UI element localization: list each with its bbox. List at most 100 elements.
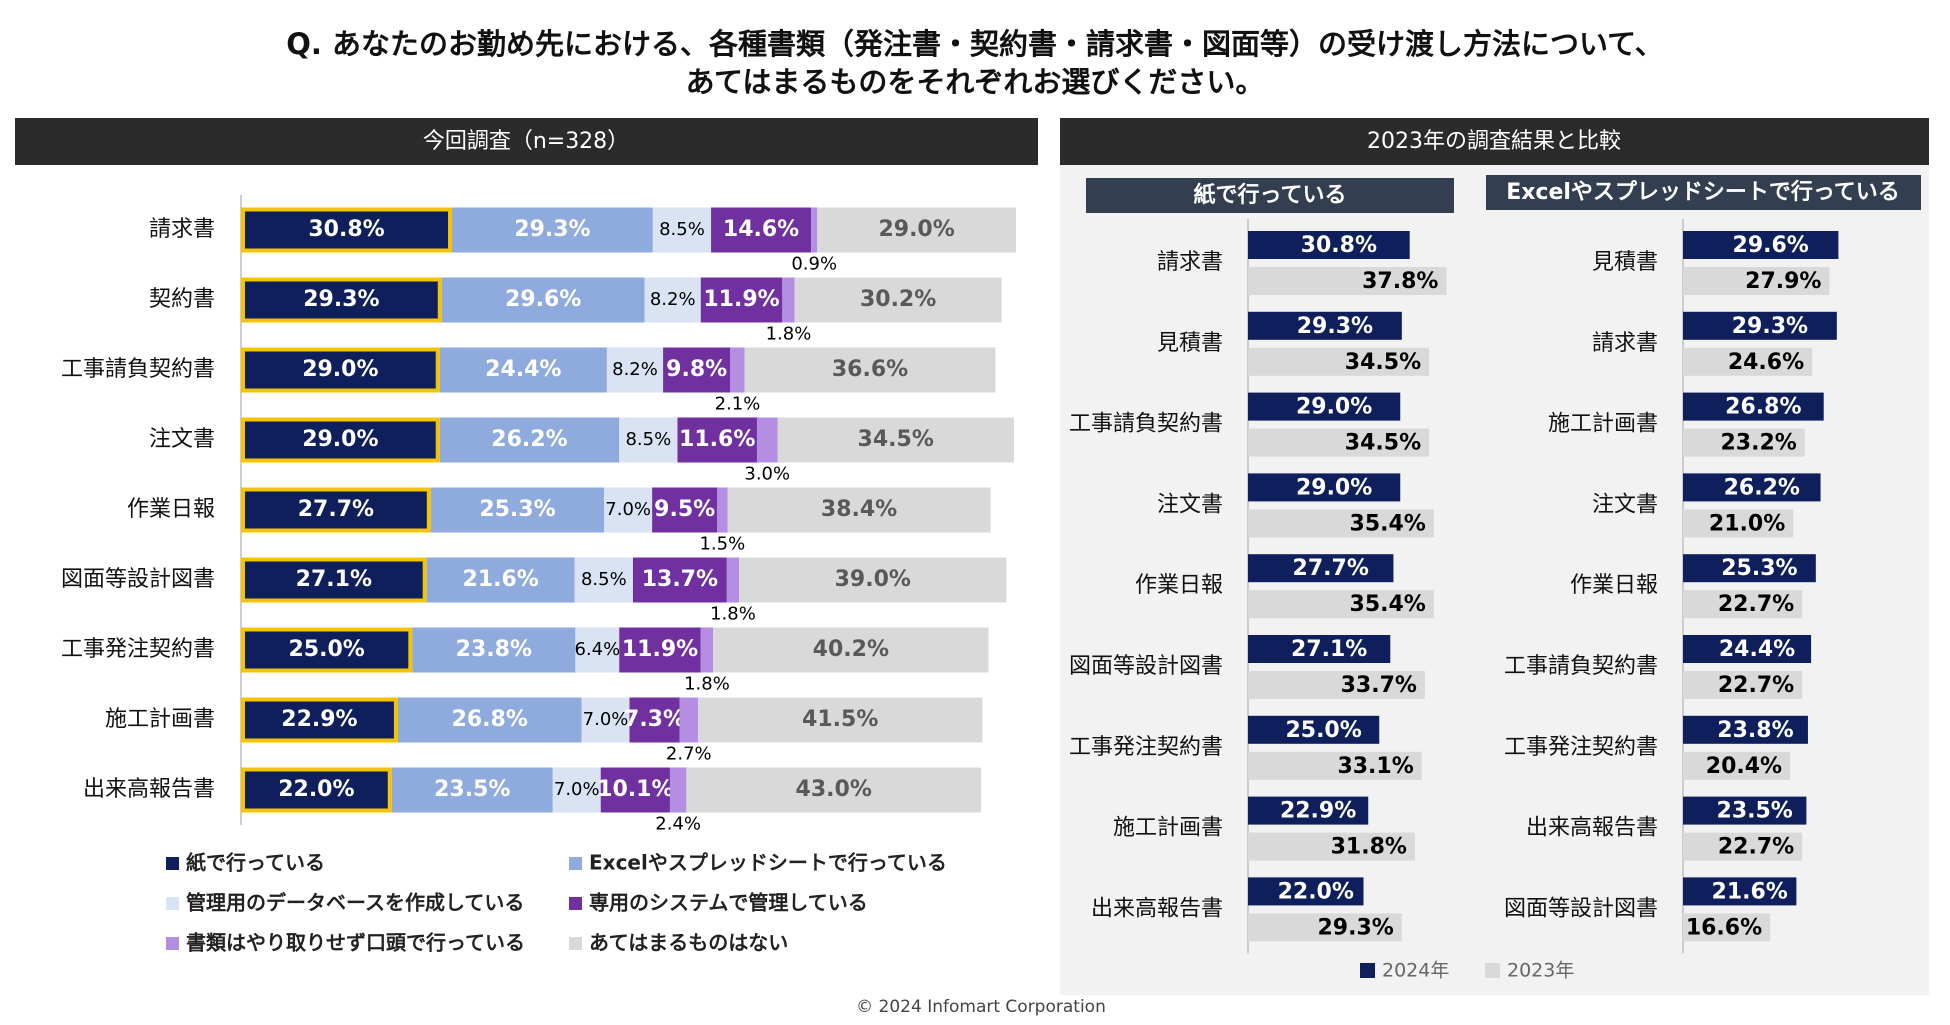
category-label: 請求書 [1157,250,1223,275]
data-label: 7.0% [605,499,651,520]
data-label: 27.1% [296,567,372,592]
bar-segment [241,417,440,463]
category-label: 出来高報告書 [83,777,215,802]
bar-segment [817,207,1016,253]
bar [1248,231,1410,259]
data-label: 9.8% [666,357,727,382]
data-label: 23.2% [1720,431,1796,456]
bar-segment [652,487,718,533]
data-label: 22.7% [1718,673,1794,698]
legend-swatch [569,857,582,870]
category-label: 施工計画書 [1548,412,1658,437]
bar [1248,473,1401,502]
data-label: 11.9% [622,637,698,662]
chart-header [1086,178,1454,213]
legend-label: 書類はやり取りせず口頭で行っている [186,931,525,955]
bar-segment [713,627,989,673]
chart-title: 紙で行っている [1194,182,1347,208]
bar-segment [600,767,670,813]
data-label: 39.0% [835,567,911,592]
bar [1683,913,1771,942]
category-label: 出来高報告書 [1526,816,1658,841]
bar-segment [629,697,680,743]
data-label: 8.5% [659,219,705,240]
data-label: 22.7% [1718,835,1794,860]
bar-segment [756,417,778,463]
category-label: 工事発注契約書 [1069,735,1223,760]
data-label: 9.5% [654,497,715,522]
data-label: 25.3% [479,497,555,522]
data-label: 0.9% [791,254,837,275]
data-label: 11.6% [679,427,755,452]
bar-segment [575,627,620,673]
data-label: 22.7% [1718,592,1794,617]
data-label: 33.7% [1341,673,1417,698]
bar-segment [452,207,653,253]
data-label: 34.5% [1345,350,1421,375]
data-label: 24.4% [1719,637,1795,662]
bar-segment [426,557,575,603]
legend-swatch [1485,963,1500,978]
data-label: 36.6% [832,357,908,382]
data-label: 24.6% [1728,350,1804,375]
data-label: 24.4% [485,357,561,382]
data-label: 14.6% [723,217,799,242]
bar [1248,392,1401,421]
bar [1683,554,1816,583]
data-label: 26.2% [1724,475,1800,500]
bar-segment [604,487,653,533]
data-label: 30.2% [860,287,936,312]
bar [1683,671,1803,699]
legend-label: 紙で行っている [186,851,325,875]
data-label: 7.0% [583,709,629,730]
bar-segment [730,347,745,393]
bar-segment [652,207,712,253]
bar-segment [700,627,714,673]
data-label: 29.0% [1296,395,1372,420]
bar-segment [241,277,442,323]
bar-segment [241,627,413,673]
legend-swatch [166,857,179,870]
data-label: 7.0% [554,779,600,800]
category-label: 工事発注契約書 [1504,735,1658,760]
category-label: 注文書 [1157,492,1223,517]
bar [1683,832,1803,861]
data-label: 27.7% [1293,556,1369,581]
data-label: 1.8% [710,604,756,625]
category-label: 工事請負契約書 [1069,412,1223,437]
bar-segment [717,487,728,533]
data-label: 35.4% [1350,511,1426,536]
data-label: 37.8% [1362,269,1438,294]
panel-header [15,118,1038,165]
data-label: 1.5% [699,534,745,555]
data-label: 3.0% [744,464,790,485]
bar-segment [439,347,607,393]
category-label: 図面等設計図書 [61,567,215,592]
category-label: 工事請負契約書 [1504,654,1658,679]
bar-segment [552,767,601,813]
bar [1248,509,1434,538]
bar [1248,590,1434,619]
legend-label: 2023年 [1507,960,1574,982]
bar [1248,796,1369,825]
bar-segment [700,277,783,323]
data-label: 23.8% [456,637,532,662]
legend-swatch [569,937,582,950]
bar [1248,913,1402,942]
category-label: 見積書 [1592,250,1658,275]
bar [1683,311,1837,340]
bar [1683,267,1830,295]
bar-segment [412,627,576,673]
bar-segment [241,557,427,603]
copyright: © 2024 Infomart Corporation [856,997,1106,1017]
bar-segment [677,417,757,463]
bar [1248,428,1430,457]
data-label: 29.3% [1732,314,1808,339]
data-label: 41.5% [802,707,878,732]
chart-title: 今回調査（n=328） [423,129,629,154]
legend-swatch [1360,963,1375,978]
category-label: 注文書 [149,427,215,452]
bar-segment [391,767,553,813]
page-title: Q. あなたのお勤め先における、各種書類（発注書・契約書・請求書・図面等）の受け… [286,27,1663,61]
data-label: 2.1% [715,394,761,415]
